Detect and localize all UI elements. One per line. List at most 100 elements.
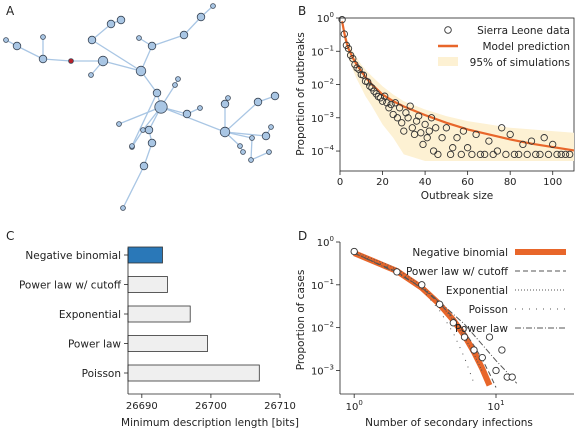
panel-b-y-tick-label: 10−3 [311, 111, 334, 125]
network-node [116, 121, 122, 127]
panel-d-legend: Negative binomial Power law w/ cutoff Ex… [406, 247, 566, 335]
panel-d-y-tick-label-base: 10 [311, 366, 324, 377]
outbreak-data-point [423, 134, 431, 142]
panel-d-y-tick-label: 10−2 [311, 321, 334, 335]
panel-b-x-ticks: 0 20 40 60 80 100 [337, 171, 562, 188]
panel-d-y-tick-label-base: 10 [311, 324, 324, 335]
network-node [120, 205, 126, 211]
network-node [196, 12, 206, 22]
category-label: Negative binomial [25, 250, 121, 262]
outbreak-data-point [523, 150, 531, 159]
bar-exponential [127, 305, 191, 323]
panel-b-x-tick-label: 40 [419, 177, 432, 188]
network-edge [42, 58, 72, 62]
network-node [219, 126, 231, 138]
network-node [40, 34, 46, 40]
network-node [154, 100, 168, 114]
outbreak-data-point [425, 127, 433, 135]
outbreak-data-point [412, 117, 421, 125]
panel-b-x-axis-label: Outbreak size [421, 190, 493, 202]
panel-b-legend: Sierra Leone data Model prediction 95% o… [438, 25, 570, 69]
network-node [253, 97, 263, 107]
panel-label-b: B [298, 4, 306, 18]
network-edge [102, 60, 142, 72]
outbreak-data-point [527, 137, 536, 145]
legend-label-band: 95% of simulations [470, 57, 570, 69]
secondary-infection-point [470, 346, 478, 354]
panel-d-y-tick-label-exponent: −3 [324, 363, 334, 371]
panel-c-x-ticks: 26690 26700 26710 [126, 394, 296, 412]
panel-label-a: A [6, 4, 15, 18]
panel-b-y-tick-label-base: 10 [317, 14, 330, 25]
panel-d-x-tick-label-base: 10 [346, 402, 359, 413]
network-node [249, 135, 255, 141]
network-node [144, 125, 154, 135]
panel-b-y-tick-label-exponent: 0 [330, 11, 334, 19]
network-edge [250, 151, 270, 161]
bar-power-law [127, 335, 208, 352]
outbreak-data-point [415, 112, 423, 120]
outbreak-data-point [457, 150, 465, 159]
legend-label-powerlaw-cutoff: Power law w/ cutoff [406, 266, 509, 278]
outbreak-data-point [540, 134, 548, 142]
network-node [240, 149, 246, 155]
description-length-bars [127, 246, 260, 382]
panel-b-y-tick-label: 10−1 [311, 44, 334, 58]
panel-d-x-tick-label-exponent: 0 [358, 399, 362, 407]
network-node [248, 157, 254, 163]
secondary-infection-point [498, 346, 506, 354]
outbreak-data-point [515, 150, 523, 159]
network-node [87, 35, 97, 45]
network-node [179, 30, 189, 40]
outbreak-data-point [393, 114, 402, 122]
outbreak-data-point [453, 134, 461, 142]
panel-b-x-tick-label: 0 [337, 177, 343, 188]
outbreak-data-point [476, 150, 485, 159]
network-node [225, 95, 231, 101]
secondary-infection-point [393, 268, 401, 276]
panel-b-y-tick-label-exponent: −2 [324, 78, 334, 86]
secondary-infection-point [449, 319, 457, 327]
panel-c-chart: Negative binomial Power law w/ cutoff Expo… [19, 246, 299, 429]
outbreak-data-point [378, 97, 387, 105]
bar-poisson [127, 364, 260, 382]
panel-d-x-tick-label-base: 10 [487, 402, 500, 413]
legend-marker-data [444, 26, 452, 34]
outbreak-data-point [510, 150, 519, 159]
outbreak-data-point [442, 124, 451, 132]
outbreak-data-point [561, 150, 570, 159]
outbreak-data-point [370, 87, 378, 95]
legend-label-model: Model prediction [482, 41, 570, 53]
secondary-infection-point [350, 247, 358, 256]
network-node [38, 54, 48, 64]
outbreak-data-point [459, 127, 468, 135]
fit-line-power-law-w-cutoff [353, 252, 497, 388]
network-node [140, 127, 146, 133]
network-edge [151, 34, 185, 47]
outbreak-data-point [536, 150, 544, 159]
outbreak-data-point [544, 150, 553, 159]
fit-line-power-law [353, 252, 518, 384]
panel-b-plot-area [339, 17, 575, 172]
panel-c-x-axis-label: Minimum description length [bits] [121, 417, 299, 429]
outbreak-data-point [340, 30, 348, 38]
outbreak-data-point [427, 114, 436, 122]
panel-label-c: C [6, 229, 14, 243]
panel-d-y-tick-label-base: 10 [311, 281, 324, 292]
network-edge [118, 106, 162, 125]
outbreak-data-point [463, 144, 472, 152]
legend-label-power-law: Power law [455, 323, 508, 335]
category-label: Power law w/ cutoff [19, 280, 122, 292]
network-node [266, 149, 272, 155]
panel-d-y-tick-label-exponent: −2 [324, 321, 334, 329]
secondary-infection-point [485, 333, 494, 341]
secondary-infection-point [418, 281, 426, 289]
network-node [88, 72, 94, 78]
panel-b-y-tick-label-base: 10 [311, 47, 324, 58]
outbreak-data-point [406, 102, 414, 110]
outbreak-data-point [549, 140, 557, 149]
secondary-infection-point [460, 333, 469, 341]
network-edge [160, 106, 226, 133]
panel-d-y-tick-label-exponent: −1 [324, 278, 334, 286]
